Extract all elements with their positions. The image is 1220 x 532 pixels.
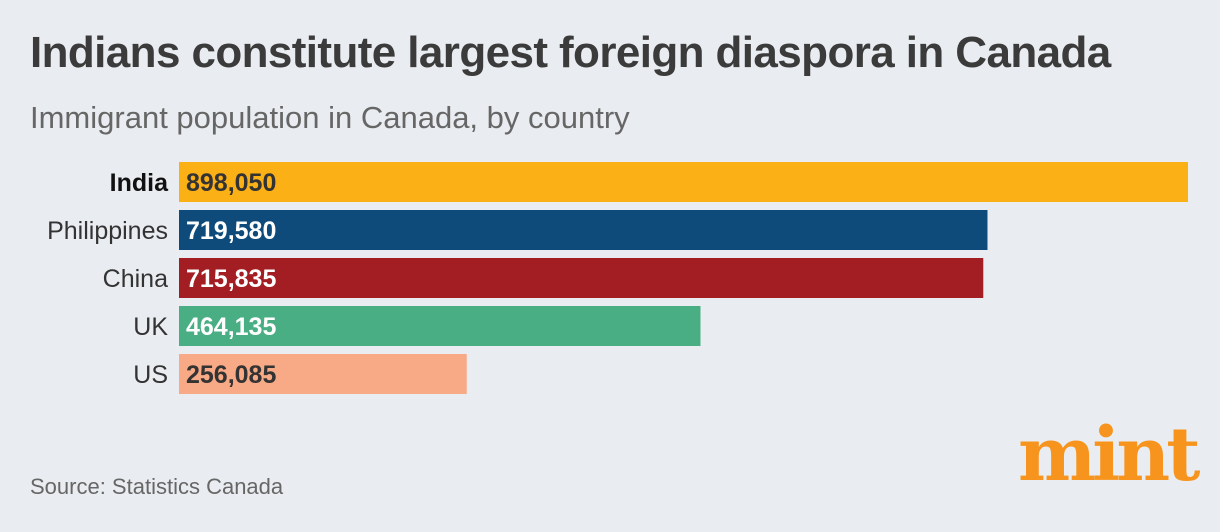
mint-logo: mint	[1018, 412, 1200, 498]
category-label-uk: UK	[133, 313, 168, 341]
chart-subtitle: Immigrant population in Canada, by count…	[30, 100, 630, 135]
value-label-uk: 464,135	[186, 313, 276, 341]
category-label-china: China	[103, 265, 168, 293]
value-label-us: 256,085	[186, 361, 276, 389]
bar-uk	[179, 306, 701, 346]
chart-title: Indians constitute largest foreign diasp…	[30, 28, 1111, 77]
bar-us	[179, 354, 467, 394]
category-label-philippines: Philippines	[47, 217, 168, 245]
bar-philippines	[179, 210, 988, 250]
bar-india	[179, 162, 1188, 202]
value-label-philippines: 719,580	[186, 217, 276, 245]
category-label-us: US	[133, 361, 168, 389]
value-label-india: 898,050	[186, 169, 276, 197]
bar-chart: India 898,050 Philippines 719,580 China 715,8…	[47, 162, 1188, 394]
category-label-india: India	[110, 169, 169, 197]
value-label-china: 715,835	[186, 265, 276, 293]
bar-china	[179, 258, 984, 298]
source-note: Source: Statistics Canada	[30, 474, 284, 499]
